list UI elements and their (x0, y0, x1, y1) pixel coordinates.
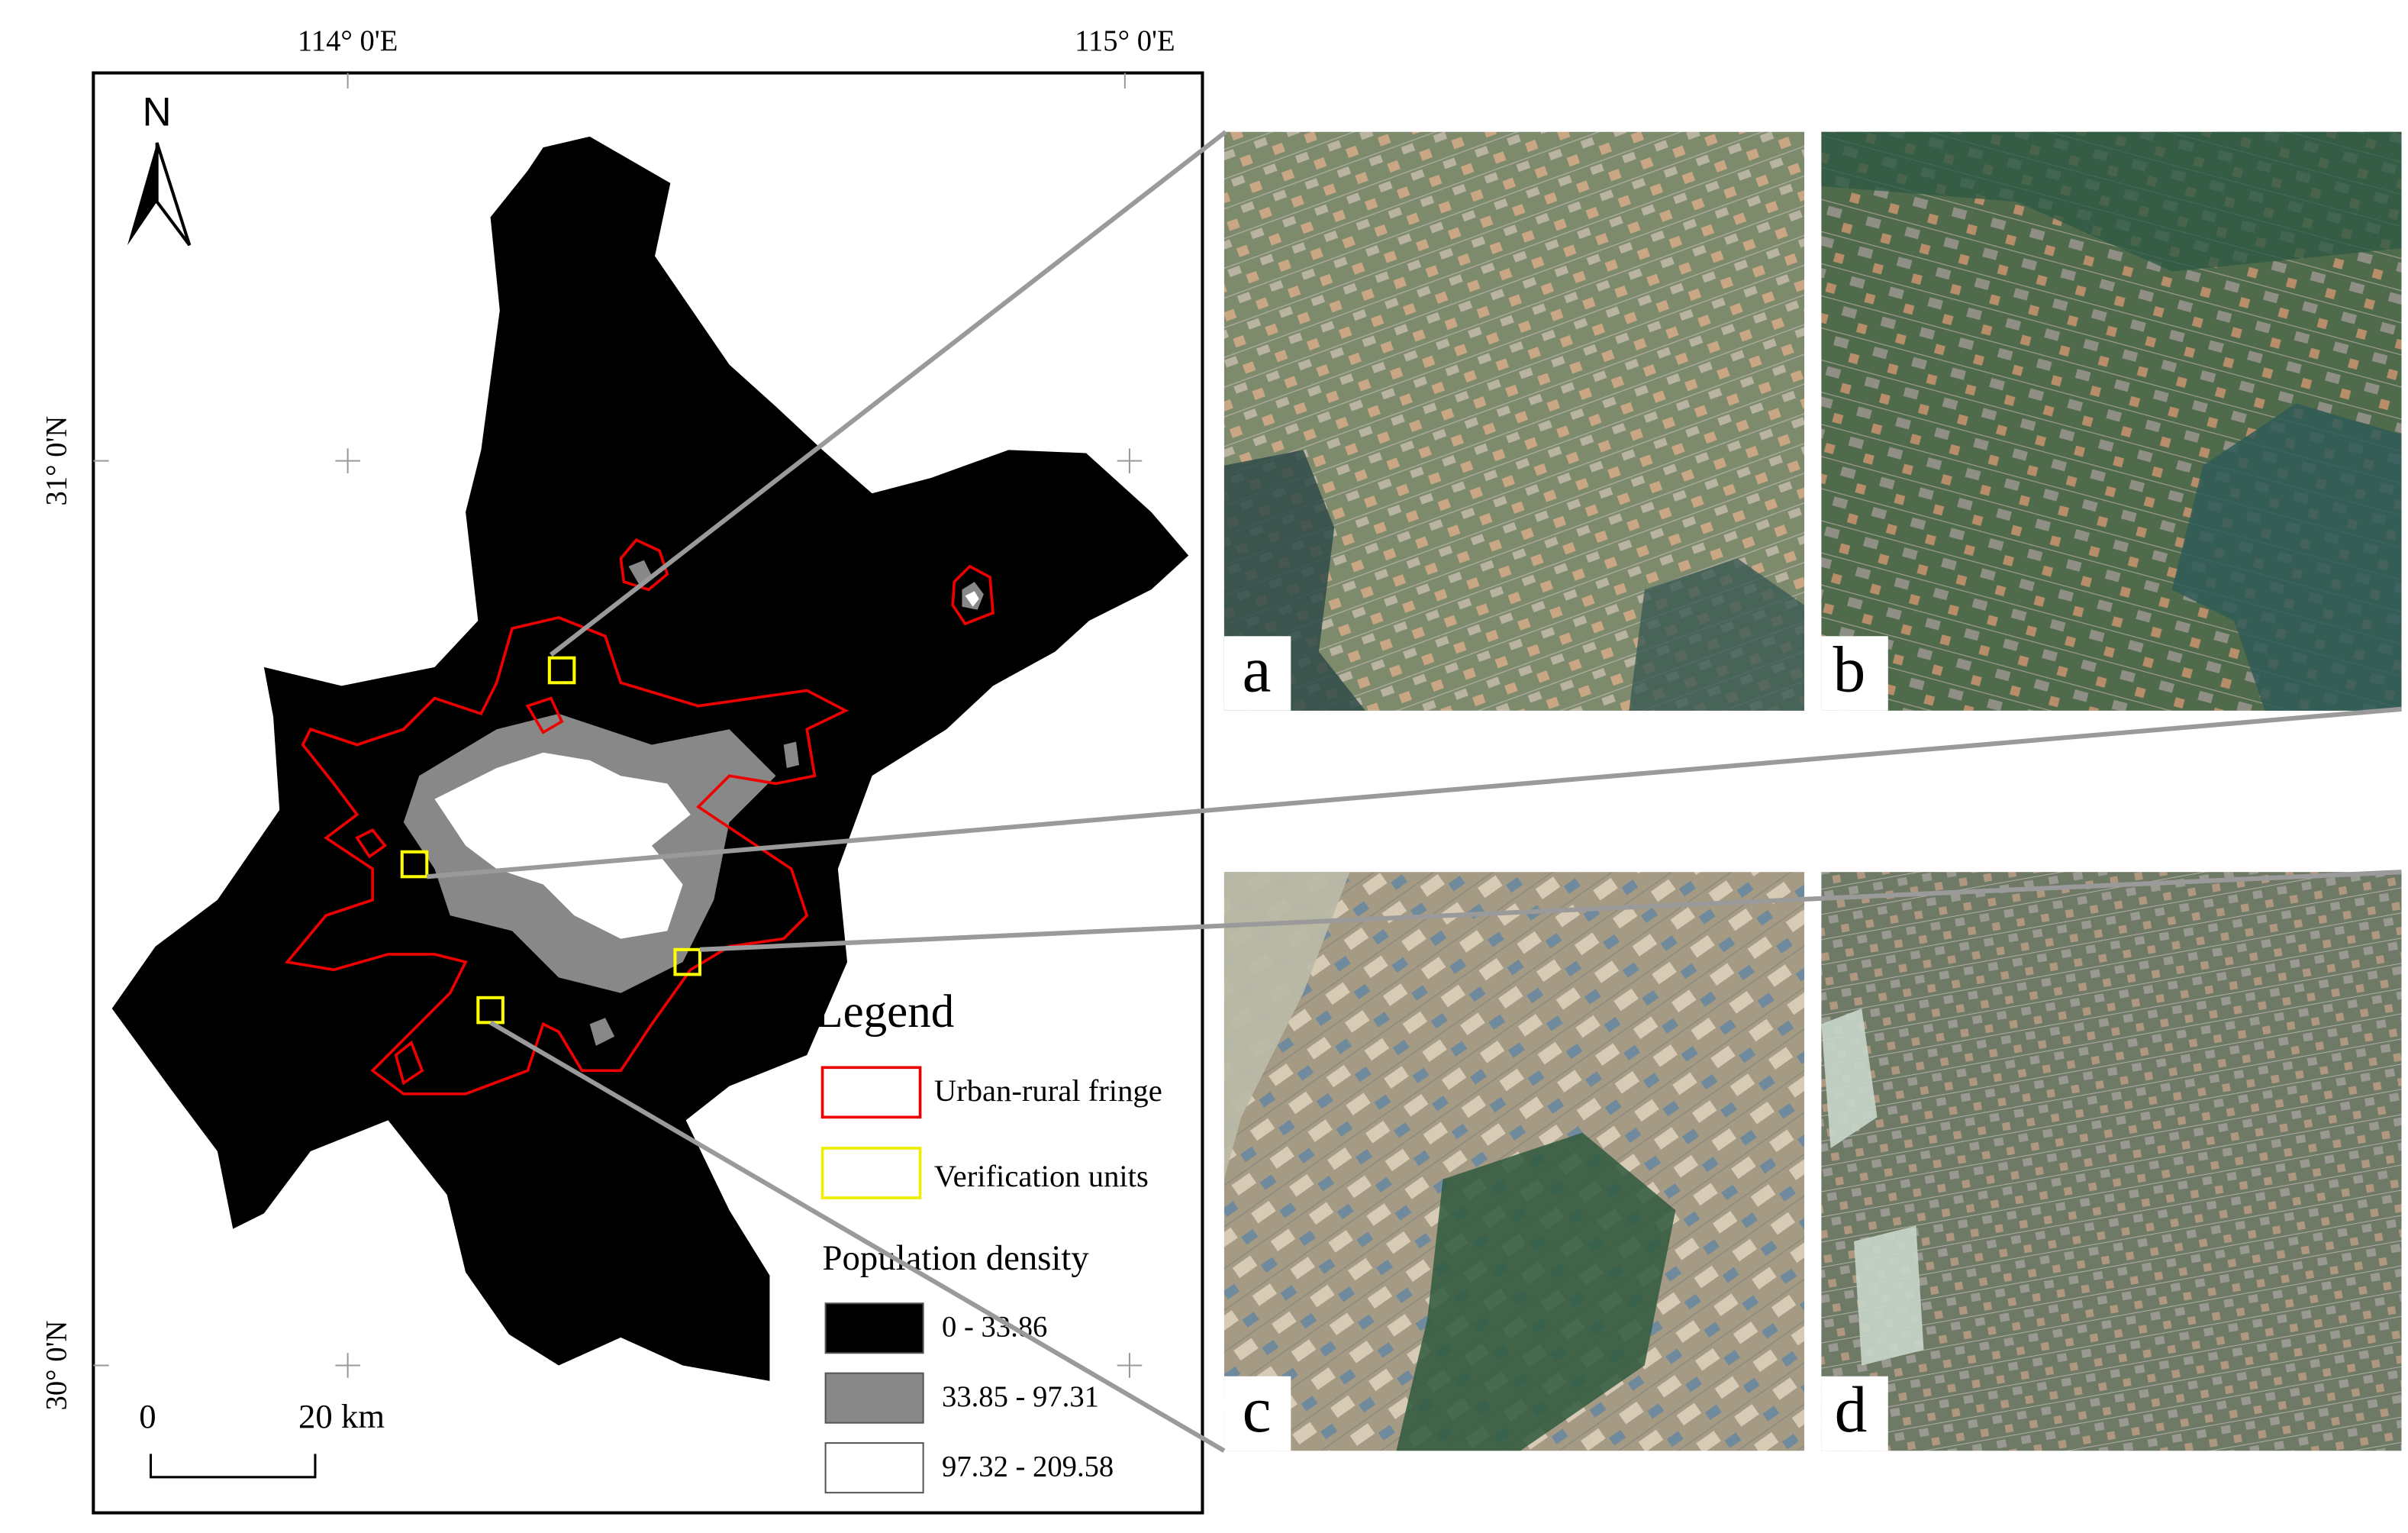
verification-units (400, 656, 702, 1025)
north-label: N (143, 89, 172, 134)
panel-label-box (1223, 636, 1291, 711)
legend-label: 97.32 - 209.58 (942, 1451, 1114, 1483)
scale-bar (149, 1454, 317, 1479)
legend-swatch (824, 1442, 924, 1494)
graticule (93, 73, 1143, 1378)
legend-label: Verification units (934, 1159, 1149, 1193)
panel-label-box (1223, 1376, 1291, 1451)
satellite-panel (1821, 131, 2402, 711)
population-density (403, 560, 984, 1046)
satellite-panel (1821, 872, 2402, 1451)
connector-lines (427, 130, 2402, 1453)
satellite-panel (1223, 131, 1805, 711)
panel-label-box (1821, 636, 1888, 711)
panel-label: c (1243, 1374, 1272, 1446)
legend-swatch (820, 1147, 922, 1199)
scale-label: 20 km (298, 1397, 385, 1435)
legend-swatch (824, 1302, 924, 1354)
panel-label: a (1243, 634, 1272, 706)
legend-subtitle: Population density (823, 1238, 1090, 1278)
legend-swatch (820, 1066, 922, 1119)
legend-title: Legend (814, 986, 954, 1038)
panel-label-box (1821, 1376, 1888, 1451)
latitude-label: 31° 0'N (40, 416, 73, 506)
latitude-label: 30° 0'N (40, 1321, 73, 1411)
satellite-panel (1223, 872, 1805, 1451)
legend-label: Urban-rural fringe (934, 1073, 1162, 1108)
legend-label: 33.85 - 97.31 (942, 1381, 1099, 1413)
panel-label: b (1833, 634, 1866, 706)
longitude-label: 115° 0'E (1075, 25, 1175, 57)
panel-labels: a b c d (1223, 634, 1888, 1451)
longitude-label: 114° 0'E (298, 25, 398, 57)
urban-rural-fringe (284, 538, 995, 1096)
panel-label: d (1835, 1374, 1868, 1446)
legend-swatch (824, 1372, 924, 1424)
scale-label: 0 (139, 1397, 156, 1435)
